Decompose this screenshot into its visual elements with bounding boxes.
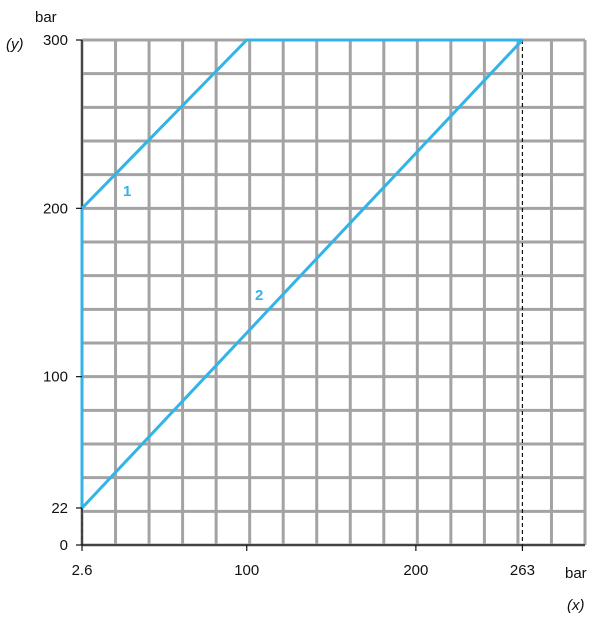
series-line-2 — [80, 38, 524, 510]
x-tick-label: 200 — [403, 562, 428, 579]
axes — [81, 40, 585, 546]
x-axis-symbol: (x) — [567, 597, 585, 614]
y-tick-label: 22 — [51, 500, 68, 517]
axis-labels: bar (y) bar (x) — [6, 9, 587, 614]
x-tick-label: 263 — [510, 562, 535, 579]
y-axis-unit-label: bar — [35, 9, 57, 26]
x-axis-unit-label: bar — [565, 565, 587, 582]
y-tick-label: 0 — [60, 537, 68, 554]
tick-labels: 0 22 100 200 300 2.6 100 200 263 — [43, 32, 535, 579]
y-axis-symbol: (y) — [6, 36, 24, 53]
series-label-2: 2 — [255, 287, 263, 304]
x-tick-label: 2.6 — [72, 562, 93, 579]
series: 12 — [80, 38, 524, 510]
y-tick-label: 100 — [43, 369, 68, 386]
grid — [80, 38, 587, 547]
x-tick-label: 100 — [234, 562, 259, 579]
series-line-1 — [80, 38, 523, 508]
series-label-1: 1 — [123, 183, 131, 200]
y-tick-label: 200 — [43, 200, 68, 217]
y-tick-label: 300 — [43, 32, 68, 49]
